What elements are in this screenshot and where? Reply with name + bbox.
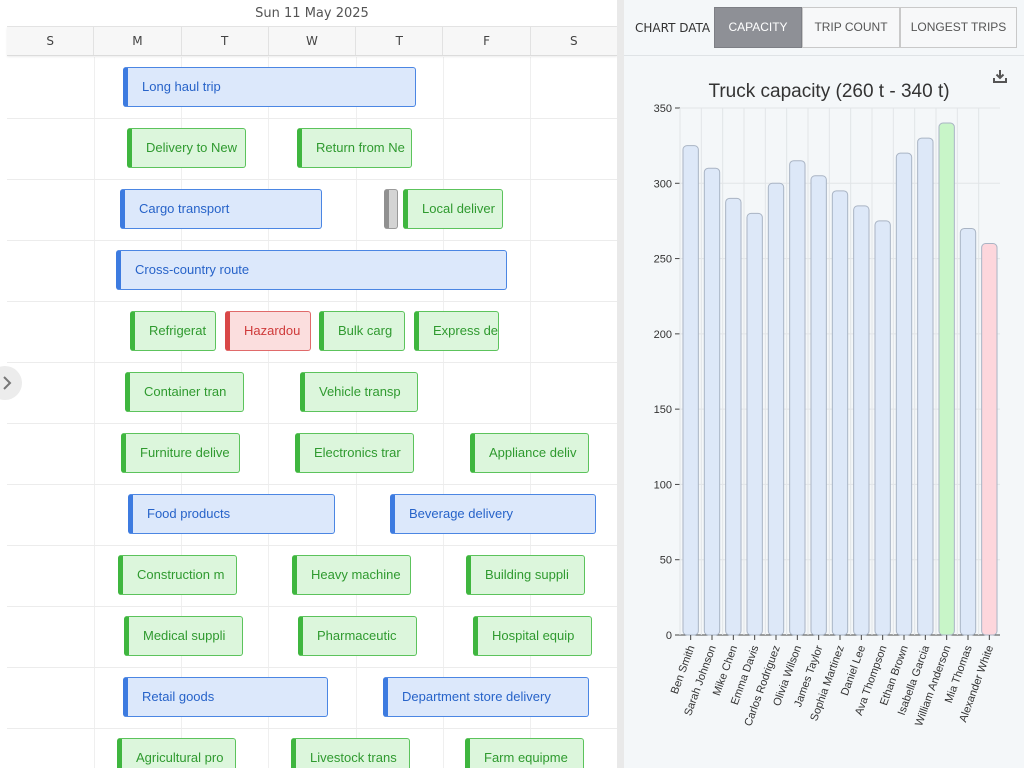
grid-row-line [7,423,617,424]
capacity-bar-chart: Truck capacity (260 t - 340 t) 0 50 100 150 2… [654,81,1000,728]
bar [810,175,827,636]
grid-row-line [7,118,617,119]
bar [938,122,955,636]
calendar-date-label: Sun 11 May 2025 [7,0,617,27]
event-bar[interactable]: Medical suppli [124,616,243,656]
bar [917,137,934,636]
bar [874,220,891,636]
bar [853,205,870,636]
collapse-panel-button[interactable] [0,366,22,400]
event-bar[interactable]: Express de [414,311,499,351]
y-tick-label: 350 [654,103,672,115]
event-bar[interactable]: Beverage delivery [390,494,596,534]
grid-row-line [7,301,617,302]
bar [703,167,721,636]
grid-column-line [443,57,444,768]
event-bar[interactable]: Refrigerat [130,311,216,351]
chart-title: Truck capacity (260 t - 340 t) [708,81,949,102]
bar [767,182,785,636]
grid-column-line [530,57,531,768]
event-bar[interactable]: Local deliver [403,189,503,229]
event-bar[interactable]: Farm equipme [465,738,584,768]
day-header-cell: T [182,27,269,55]
y-tick-label: 100 [654,479,672,491]
y-tick-label: 300 [654,178,672,190]
bar [682,145,699,636]
grid-row-line [7,240,617,241]
grid-row-line [7,362,617,363]
chevron-right-icon [3,376,12,390]
event-bar[interactable]: Cross-country route [116,250,507,290]
bar [959,227,977,636]
y-tick-label: 0 [666,630,672,642]
bar [831,190,849,636]
day-header-cell: S [7,27,95,55]
grid-column-line [268,57,269,768]
event-bar[interactable]: Construction m [118,555,237,595]
grid-column-line [94,57,95,768]
event-bar[interactable] [384,189,398,229]
grid-row-line [7,606,617,607]
event-bar[interactable]: Agricultural pro [117,738,236,768]
bar [981,243,998,636]
day-header-cell: M [94,27,182,55]
event-bar[interactable]: Hazardou [225,311,311,351]
tab-trip-count[interactable]: TRIP COUNT [802,7,900,48]
y-tick-label: 150 [654,404,672,416]
grid-row-line [7,545,617,546]
event-bar[interactable]: Heavy machine [292,555,411,595]
tab-longest-trips[interactable]: LONGEST TRIPS [900,7,1017,48]
day-header-cell: S [570,34,578,48]
grid-row-line [7,728,617,729]
y-tick-label: 250 [654,254,672,266]
chart-tabbar: CHART DATA CAPACITY TRIP COUNT LONGEST TRI… [624,0,1024,56]
bar [746,212,763,636]
event-bar[interactable]: Cargo transport [120,189,322,229]
event-bar[interactable]: Hospital equip [473,616,592,656]
grid-row-line [7,179,617,180]
download-icon[interactable] [992,68,1008,84]
event-bar[interactable]: Delivery to New [127,128,246,168]
event-bar[interactable]: Food products [128,494,335,534]
event-bar[interactable]: Retail goods [123,677,328,717]
event-bar[interactable]: Vehicle transp [300,372,418,412]
grid-row-line [7,484,617,485]
bar [789,160,806,636]
event-bar[interactable]: Furniture delive [121,433,240,473]
tab-capacity[interactable]: CAPACITY [714,7,802,48]
chart-panel: CHART DATA CAPACITY TRIP COUNT LONGEST TRI… [624,0,1024,768]
panel-splitter[interactable] [617,0,624,768]
event-bar[interactable]: Return from Ne [297,128,412,168]
event-bar[interactable]: Long haul trip [123,67,416,107]
y-tick-label: 200 [654,329,672,341]
event-bar[interactable]: Bulk carg [319,311,405,351]
day-header-cell: T [356,27,444,55]
event-bar[interactable]: Container tran [125,372,244,412]
grid-column-line [356,57,357,768]
event-bar[interactable]: Department store delivery [383,677,589,717]
event-bar[interactable]: Pharmaceutic [298,616,417,656]
chart-data-label: CHART DATA [635,21,711,35]
day-header-cell: F [443,27,531,55]
bar [895,152,913,636]
event-bar[interactable]: Appliance deliv [470,433,589,473]
event-bar[interactable]: Building suppli [466,555,585,595]
grid-row-line [7,667,617,668]
calendar-grid: Long haul trip Delivery to New Return from… [7,57,617,768]
grid-column-line [181,57,182,768]
y-tick-label: 50 [660,555,672,567]
day-header-cell: W [269,27,357,55]
bar [725,197,742,636]
event-bar[interactable]: Electronics trar [295,433,414,473]
event-bar[interactable]: Livestock trans [291,738,410,768]
